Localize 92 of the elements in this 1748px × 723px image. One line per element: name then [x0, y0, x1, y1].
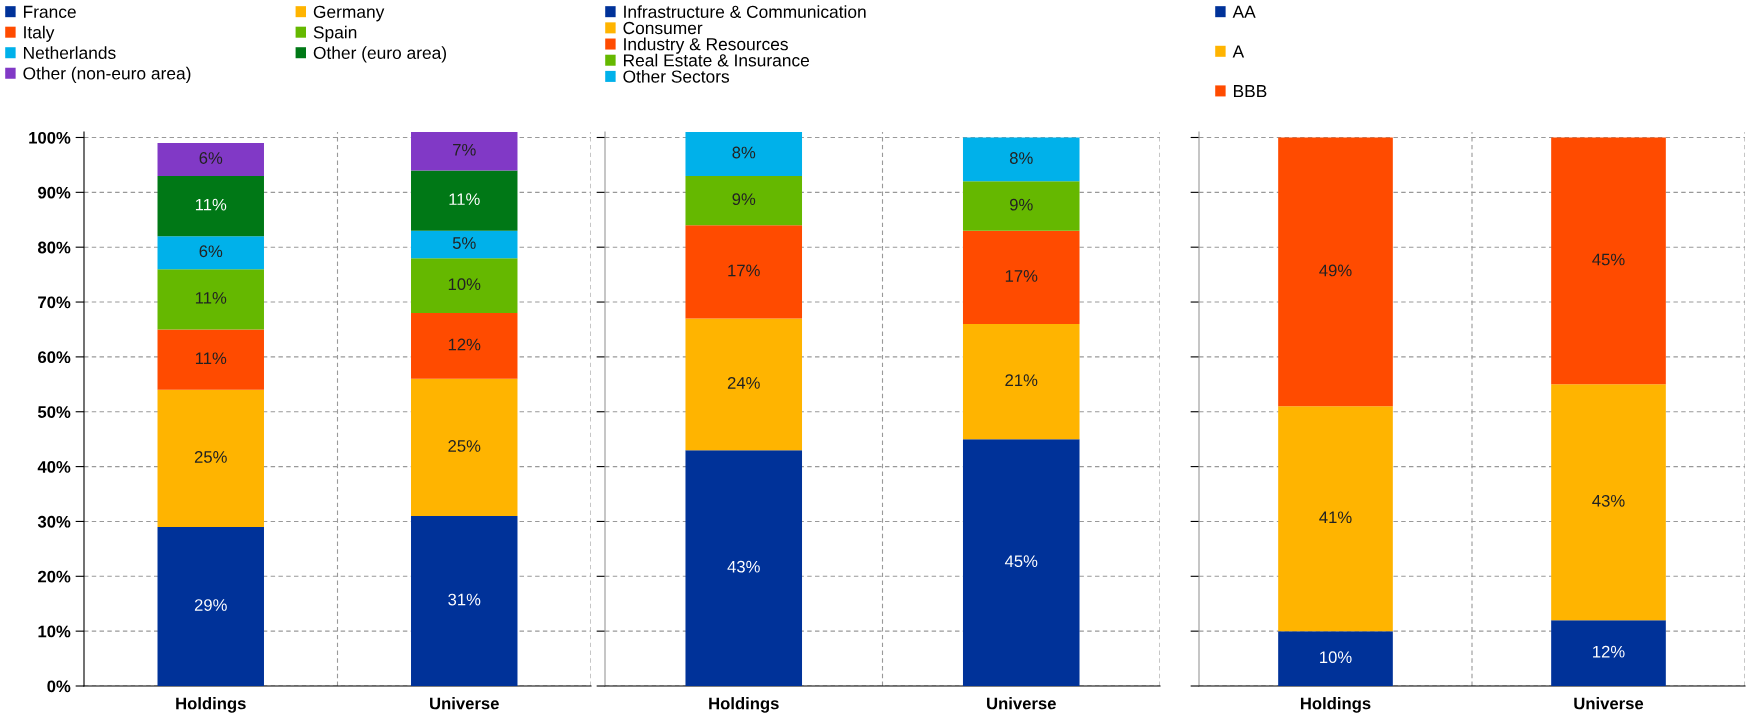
bar [157, 269, 264, 330]
legend-label: Other (non-euro area) [23, 66, 191, 83]
bar [411, 170, 518, 231]
bar [411, 378, 518, 516]
legend-label: Infrastructure & Communication [624, 5, 866, 18]
bar [157, 236, 264, 270]
bar [157, 175, 264, 237]
data-label: 24% [727, 376, 760, 389]
bar [1551, 620, 1666, 686]
data-label: 12% [1593, 645, 1625, 658]
x-tick-label: Holdings [709, 697, 779, 713]
data-label: 7% [453, 143, 476, 156]
data-label: 11% [449, 193, 480, 205]
bar [685, 132, 803, 176]
legend-label: Real Estate & Insurance [623, 53, 810, 67]
y-tick-label: 20% [38, 570, 71, 583]
data-label: 25% [194, 451, 227, 463]
data-label: 8% [1009, 152, 1033, 164]
bar [157, 526, 264, 686]
bar [962, 323, 1080, 440]
bar [685, 175, 803, 226]
x-tick-label: Universe [1574, 697, 1644, 710]
data-label: 17% [728, 264, 760, 277]
data-label: 9% [1009, 198, 1033, 211]
y-tick-label: 60% [38, 351, 71, 364]
bar [1278, 406, 1393, 632]
bar [411, 313, 518, 379]
legend-label: Italy [24, 25, 55, 42]
data-label: 31% [448, 593, 481, 606]
data-label: 41% [1319, 511, 1352, 524]
bar [685, 450, 803, 686]
y-tick-label: 50% [37, 406, 71, 418]
y-tick-label: 30% [37, 515, 71, 528]
y-tick-label: 40% [37, 461, 71, 473]
bar [157, 142, 264, 176]
legend-label: Germany [313, 5, 385, 22]
y-tick-label: 0% [47, 680, 71, 693]
data-label: 45% [1004, 555, 1038, 568]
x-tick-label: Holdings [176, 697, 246, 713]
legend-label: Consumer [623, 21, 703, 35]
y-tick-label: 100% [29, 131, 71, 144]
bar [962, 181, 1080, 231]
data-label: 10% [448, 278, 481, 291]
data-label: 45% [1592, 253, 1625, 266]
legend-label: BBB [1233, 85, 1267, 98]
data-label: 6% [199, 152, 223, 164]
data-label: 8% [732, 146, 756, 159]
bar [1278, 137, 1393, 407]
data-label: 5% [452, 237, 476, 249]
bar [1278, 631, 1393, 686]
bar [411, 258, 518, 314]
legend-label: Spain [313, 25, 357, 42]
data-label: 29% [194, 599, 227, 611]
bar [1551, 137, 1666, 385]
bar [685, 318, 803, 451]
data-label: 12% [448, 338, 481, 351]
data-label: 43% [727, 560, 760, 573]
y-tick-label: 80% [37, 241, 71, 254]
data-label: 49% [1319, 264, 1352, 277]
data-label: 17% [1005, 270, 1038, 282]
bar [1551, 384, 1666, 621]
data-label: 25% [448, 440, 481, 452]
bar [157, 329, 264, 390]
data-label: 43% [1592, 494, 1625, 507]
bar [962, 137, 1080, 182]
data-label: 21% [1005, 374, 1038, 386]
bar [411, 515, 518, 686]
bar [962, 439, 1080, 686]
bar [411, 132, 518, 171]
legend-label: A [1232, 45, 1245, 58]
y-tick-label: 10% [38, 625, 71, 638]
data-label: 9% [732, 193, 756, 206]
data-label: 6% [199, 245, 223, 258]
data-label: 10% [1320, 651, 1352, 664]
x-tick-label: Universe [430, 697, 499, 710]
legend-label: Other Sectors [623, 69, 730, 83]
legend-label: Netherlands [23, 46, 116, 60]
legend-label: Other (euro area) [313, 46, 446, 63]
data-label: 11% [195, 198, 227, 211]
x-tick-label: Holdings [1300, 697, 1371, 713]
data-label: 11% [195, 352, 227, 365]
bar [411, 230, 518, 259]
bar [685, 225, 803, 319]
legend-label: AA [1232, 5, 1256, 18]
x-tick-label: Universe [987, 697, 1056, 710]
y-tick-label: 90% [38, 186, 71, 199]
legend-label: Industry & Resources [624, 37, 788, 54]
data-label: 11% [195, 292, 227, 304]
bar [962, 230, 1080, 324]
y-tick-label: 70% [38, 296, 71, 309]
bar [157, 389, 264, 527]
legend-label: France [23, 5, 76, 18]
